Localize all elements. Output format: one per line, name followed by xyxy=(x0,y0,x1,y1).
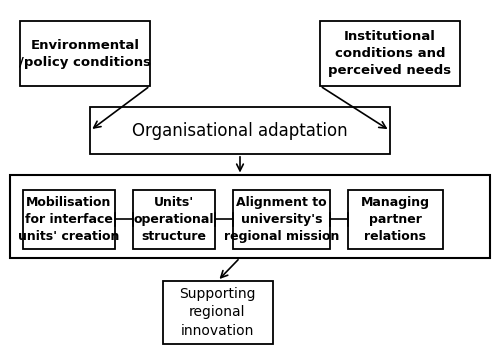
Text: Units'
operational
structure: Units' operational structure xyxy=(134,196,214,243)
Text: Organisational adaptation: Organisational adaptation xyxy=(132,122,348,140)
Text: Environmental
/policy conditions: Environmental /policy conditions xyxy=(19,39,151,69)
Text: Supporting
regional
innovation: Supporting regional innovation xyxy=(179,287,256,338)
FancyBboxPatch shape xyxy=(348,190,442,249)
Text: Institutional
conditions and
perceived needs: Institutional conditions and perceived n… xyxy=(328,30,452,77)
Text: Mobilisation
for interface
units' creation: Mobilisation for interface units' creati… xyxy=(18,196,120,243)
FancyBboxPatch shape xyxy=(22,190,115,249)
FancyBboxPatch shape xyxy=(90,107,390,154)
FancyBboxPatch shape xyxy=(232,190,330,249)
Text: Managing
partner
relations: Managing partner relations xyxy=(360,196,430,243)
Text: Alignment to
university's
regional mission: Alignment to university's regional missi… xyxy=(224,196,339,243)
FancyBboxPatch shape xyxy=(320,21,460,86)
FancyBboxPatch shape xyxy=(10,175,490,258)
FancyBboxPatch shape xyxy=(20,21,150,86)
FancyBboxPatch shape xyxy=(132,190,215,249)
FancyBboxPatch shape xyxy=(162,281,272,344)
